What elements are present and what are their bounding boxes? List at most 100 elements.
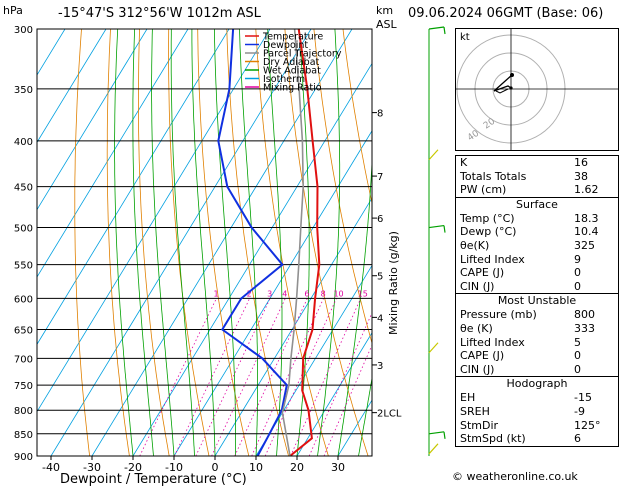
row-key: CAPE (J) xyxy=(460,349,505,363)
hodograph-plot: kt 20 40 xyxy=(456,29,618,150)
table-row: PW (cm) 1.62 xyxy=(456,183,618,197)
surface-title: Surface xyxy=(516,197,558,211)
wind-barb-flag xyxy=(443,225,446,233)
x-tick-label: -10 xyxy=(165,461,183,474)
credit-text[interactable]: © weatheronline.co.uk xyxy=(452,470,578,483)
hpa-label: hPa xyxy=(3,4,23,17)
row-value: 6 xyxy=(574,432,581,446)
hodo-trace xyxy=(493,74,513,92)
series-temperature xyxy=(289,29,321,456)
pressure-tick-label: 500 xyxy=(14,224,33,235)
row-value: 125° xyxy=(574,418,601,432)
row-key: θe (K) xyxy=(460,321,493,335)
row-key: θe(K) xyxy=(460,238,490,252)
pressure-tick-label: 550 xyxy=(14,261,33,272)
table-row: StmSpd (kt) 6 xyxy=(456,432,618,446)
pressure-tick-label: 350 xyxy=(14,85,33,96)
wind-barb xyxy=(428,224,445,229)
km-tick-label: 7 xyxy=(377,172,383,183)
series-dewpoint xyxy=(217,29,288,456)
mixing-ratio-label: 15 xyxy=(358,289,368,298)
mixing-ratio-line xyxy=(264,298,337,456)
wind-barb xyxy=(428,431,445,435)
hodograph-panel: kt 20 40 xyxy=(455,28,619,151)
legend-label: Isotherm xyxy=(263,74,305,85)
plot-frame xyxy=(36,28,373,457)
row-value: 0 xyxy=(574,266,581,280)
row-key: Temp (°C) xyxy=(460,211,515,225)
mixing-ratio-line xyxy=(308,311,372,456)
row-key: CAPE (J) xyxy=(460,266,505,280)
table-row: Dewp (°C) 10.4 xyxy=(456,225,618,239)
table-row: Lifted Index 9 xyxy=(456,253,618,267)
row-key: Totals Totals xyxy=(460,169,527,183)
table-row: CAPE (J) 0 xyxy=(456,349,618,363)
dry-adiabat-line xyxy=(197,29,250,456)
row-value: -15 xyxy=(574,391,592,405)
table-row: Temp (°C) 18.3 xyxy=(456,212,618,226)
row-key: K xyxy=(460,156,468,169)
row-value: 5 xyxy=(574,335,581,349)
x-tick-label: 0 xyxy=(212,461,219,474)
row-value: 800 xyxy=(574,308,595,322)
pressure-tick-label: 600 xyxy=(14,294,33,305)
series-parcel-trajectory xyxy=(281,29,305,456)
table-row: SREH -9 xyxy=(456,405,618,419)
hodograph-title: Hodograph xyxy=(506,377,568,391)
row-key: PW (cm) xyxy=(460,183,507,197)
mixing-ratio-line xyxy=(211,298,286,456)
mixing-ratio-label: 3 xyxy=(267,289,272,298)
table-row: StmDir 125° xyxy=(456,419,618,433)
row-key: Lifted Index xyxy=(460,252,525,266)
row-value: 0 xyxy=(574,279,581,293)
pressure-tick-label: 300 xyxy=(14,25,33,36)
mixing-ratio-line xyxy=(195,298,271,456)
dry-adiabat-line xyxy=(168,29,210,456)
legend-label: Wet Adiabat xyxy=(263,66,321,77)
legend-label: Dry Adiabat xyxy=(263,57,320,68)
asl-label: ASL xyxy=(376,18,398,31)
km-tick-label: 4 xyxy=(377,313,383,324)
location-title: -15°47'S 312°56'W 1012m ASL xyxy=(58,6,261,21)
x-tick-label: -40 xyxy=(42,461,60,474)
hodograph-kt-label: kt xyxy=(460,32,470,43)
legend-label: Mixing Ratio xyxy=(263,83,322,94)
hodo-point-origin xyxy=(509,86,513,90)
row-key: EH xyxy=(460,391,476,405)
wet-adiabat-line xyxy=(191,29,216,456)
dry-adiabat-line xyxy=(138,29,170,456)
row-key: Dewp (°C) xyxy=(460,225,517,239)
pressure-tick-label: 700 xyxy=(14,354,33,365)
pressure-tick-label: 850 xyxy=(14,430,33,441)
mixing-ratio-label: 1 xyxy=(213,289,218,298)
pressure-tick-label: 650 xyxy=(14,326,33,337)
table-row: CAPE (J) 0 xyxy=(456,266,618,280)
row-value: 38 xyxy=(574,169,588,183)
km-tick-label: 8 xyxy=(377,109,383,120)
row-key: CIN (J) xyxy=(460,279,495,293)
most-unstable-table: Most Unstable Pressure (mb) 800 θe (K) 333… xyxy=(455,294,619,378)
legend-label: Dewpoint xyxy=(263,40,308,51)
pressure-tick-label: 800 xyxy=(14,406,33,417)
isotherm-line xyxy=(214,197,372,456)
row-key: StmSpd (kt) xyxy=(460,432,526,446)
table-row: K 16 xyxy=(456,156,618,170)
isotherm-line xyxy=(37,29,230,346)
wet-adiabat-line xyxy=(151,29,175,456)
table-row: CIN (J) 0 xyxy=(456,280,618,294)
wind-barb-flag xyxy=(443,431,446,439)
hodo-storm-motion xyxy=(495,88,509,94)
wind-barb xyxy=(428,149,439,161)
surface-table: Surface Temp (°C) 18.3 Dewp (°C) 10.4 θe(K… xyxy=(455,197,619,295)
date-title: 09.06.2024 06GMT (Base: 06) xyxy=(408,6,604,21)
wet-adiabat-line xyxy=(114,29,134,456)
stability-info: K 16 Totals Totals 38 PW (cm) 1.62 Surface … xyxy=(455,155,619,447)
pressure-tick-label: 900 xyxy=(14,452,33,463)
x-tick-label: 10 xyxy=(249,461,263,474)
wind-barb xyxy=(428,26,445,30)
row-value: 1.62 xyxy=(574,183,599,197)
mixing-ratio-label: 4 xyxy=(282,289,287,298)
mixing-ratio-label: 2 xyxy=(247,289,252,298)
isotherm-line xyxy=(37,29,148,211)
